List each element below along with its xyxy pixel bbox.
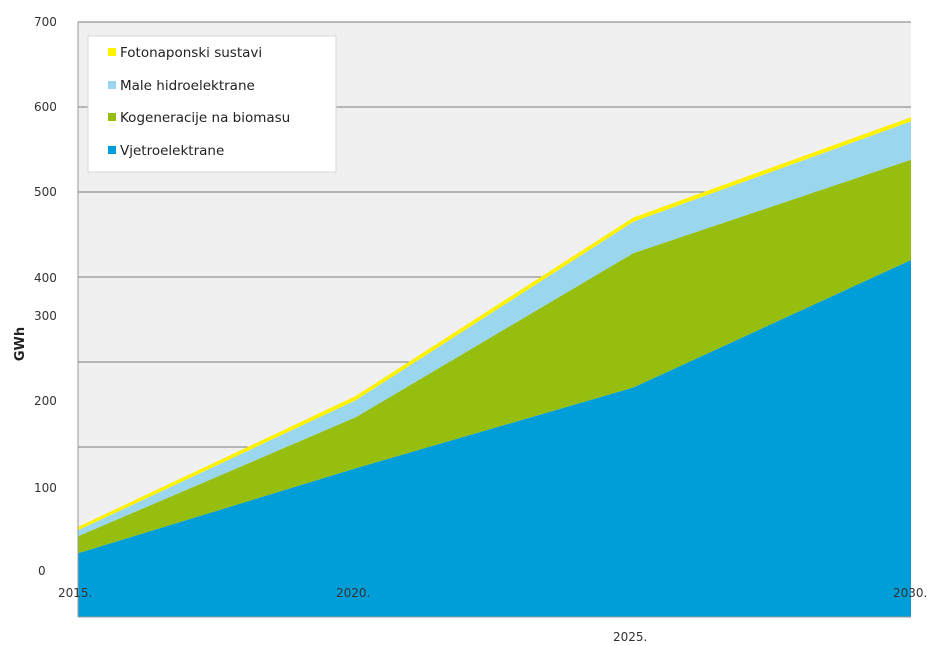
x-tick-label: 2020. (336, 586, 370, 600)
x-tick-label: 2015. (58, 586, 92, 600)
area-male-hidroelektrane (78, 121, 911, 537)
area-kogeneracije-na-biomasu (78, 159, 911, 554)
area-vjetroelektrane (78, 260, 911, 617)
legend-label-male-hidro: Male hidroelektrane (120, 78, 255, 94)
legend-swatch-fotonaponski (108, 48, 116, 56)
legend-label-vjetro: Vjetroelektrane (120, 143, 224, 159)
y-tick-label: 0 (38, 564, 46, 578)
area-fotonaponski-sustavi (78, 117, 911, 531)
y-tick-label: 500 (34, 185, 57, 199)
legend-box (87, 35, 337, 173)
y-tick-label: 400 (34, 271, 57, 285)
legend-label-kogeneracije: Kogeneracije na biomasu (120, 110, 290, 126)
y-tick-label: 600 (34, 100, 57, 114)
legend-swatch-vjetro (108, 146, 116, 154)
x-axis-ticks: 2015. 2020. 2025. 2030. (58, 586, 927, 644)
y-tick-label: 700 (34, 15, 57, 29)
x-tick-label: 2030. (893, 586, 927, 600)
y-tick-label: 300 (34, 309, 57, 323)
y-tick-label: 100 (34, 481, 57, 495)
legend-swatch-male-hidro (108, 81, 116, 89)
legend-label-fotonaponski: Fotonaponski sustavi (120, 45, 262, 61)
legend-swatch-kogeneracije (108, 113, 116, 121)
area-series (78, 117, 911, 617)
y-axis-ticks: 0 100 200 300 400 500 600 700 (34, 15, 57, 578)
x-tick-label: 2025. (613, 630, 647, 644)
y-axis-label: GWh (13, 327, 28, 361)
legend: Fotonaponski sustavi Male hidroelektrane… (87, 35, 337, 173)
y-tick-label: 200 (34, 394, 57, 408)
